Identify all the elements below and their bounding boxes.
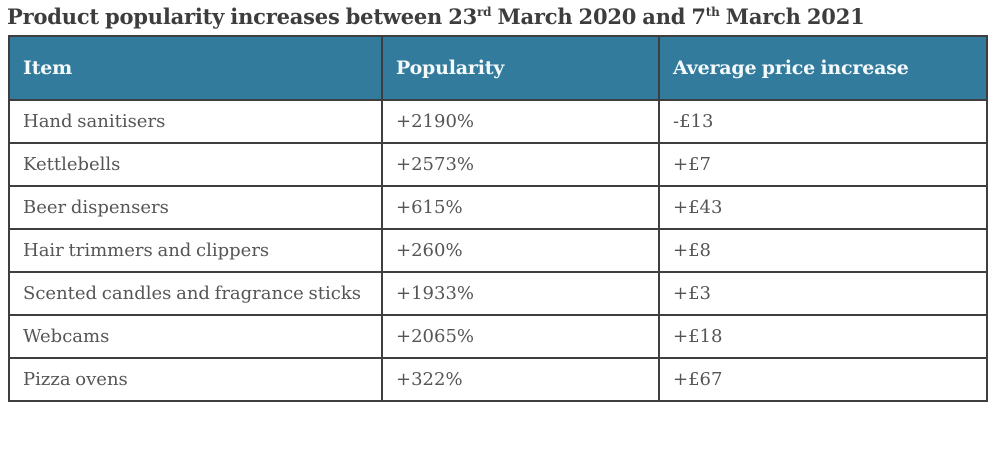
table-row: Hand sanitisers +2190% -£13: [8, 99, 988, 144]
table-row: Webcams +2065% +£18: [8, 314, 988, 359]
cell-popularity: +260%: [381, 228, 660, 273]
cell-item: Beer dispensers: [8, 185, 383, 230]
table-row: Scented candles and fragrance sticks +19…: [8, 271, 988, 316]
table-row: Kettlebells +2573% +£7: [8, 142, 988, 187]
table-row: Beer dispensers +615% +£43: [8, 185, 988, 230]
cell-popularity: +2065%: [381, 314, 660, 359]
cell-price: +£43: [658, 185, 988, 230]
title-text-2: March 2020 and 7: [491, 4, 706, 29]
table-row: Pizza ovens +322% +£67: [8, 357, 988, 402]
cell-item: Scented candles and fragrance sticks: [8, 271, 383, 316]
cell-item: Hand sanitisers: [8, 99, 383, 144]
table-header-row: Item Popularity Average price increase: [8, 35, 988, 101]
cell-popularity: +2573%: [381, 142, 660, 187]
cell-popularity: +2190%: [381, 99, 660, 144]
cell-price: +£7: [658, 142, 988, 187]
title-text-3: March 2021: [719, 4, 865, 29]
table-row: Hair trimmers and clippers +260% +£8: [8, 228, 988, 273]
title-ordinal-th: th: [705, 5, 720, 19]
cell-item: Pizza ovens: [8, 357, 383, 402]
column-header-popularity: Popularity: [381, 35, 660, 101]
title-text-1: Product popularity increases between 23: [7, 4, 478, 29]
cell-price: -£13: [658, 99, 988, 144]
cell-popularity: +1933%: [381, 271, 660, 316]
page-title: Product popularity increases between 23r…: [7, 4, 1000, 30]
title-ordinal-rd: rd: [477, 5, 492, 19]
cell-popularity: +615%: [381, 185, 660, 230]
cell-price: +£8: [658, 228, 988, 273]
cell-price: +£3: [658, 271, 988, 316]
popularity-table: Item Popularity Average price increase H…: [8, 35, 988, 402]
cell-item: Webcams: [8, 314, 383, 359]
cell-item: Hair trimmers and clippers: [8, 228, 383, 273]
cell-popularity: +322%: [381, 357, 660, 402]
cell-price: +£18: [658, 314, 988, 359]
column-header-average-price-increase: Average price increase: [658, 35, 988, 101]
column-header-item: Item: [8, 35, 383, 101]
cell-item: Kettlebells: [8, 142, 383, 187]
cell-price: +£67: [658, 357, 988, 402]
